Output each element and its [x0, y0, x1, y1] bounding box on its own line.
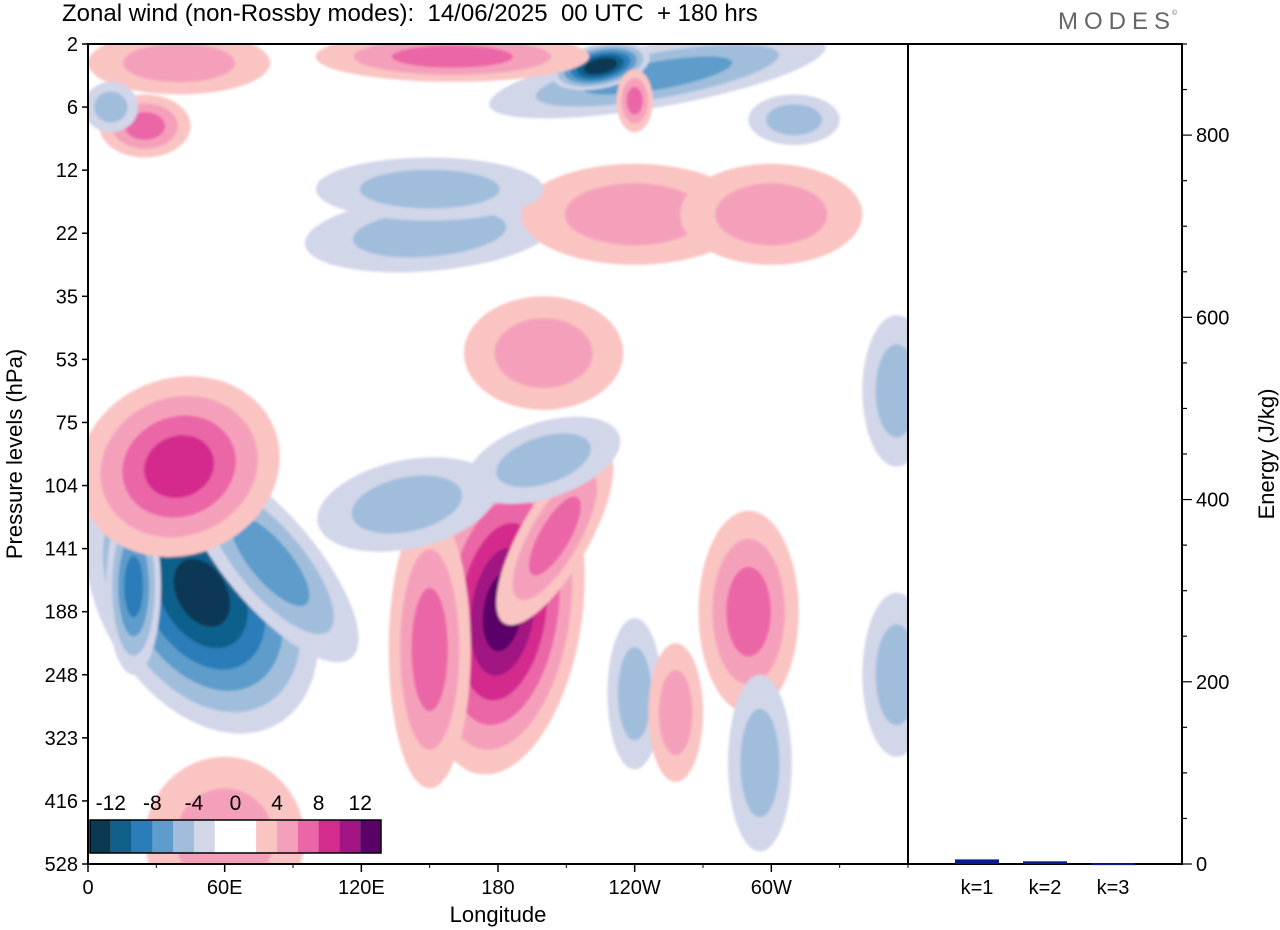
- colorbar-swatch: [318, 820, 340, 853]
- contour-blob-17-level-2: [494, 318, 593, 388]
- colorbar-label: 4: [271, 792, 283, 815]
- energy-category-label: k=1: [961, 877, 994, 899]
- y-tick-label: 6: [67, 97, 78, 119]
- colorbar: -12 -8 -4 0 4 8 12: [89, 792, 382, 854]
- x-tick-label: 120E: [338, 877, 385, 899]
- energy-category-label: k=3: [1097, 877, 1130, 899]
- contour-blob-0-level-6: [173, 558, 231, 627]
- energy-axis-title: Energy (J/kg): [1254, 389, 1279, 520]
- contour-blob-14-level-2: [658, 669, 693, 756]
- y-axis-title: Pressure levels (hPa): [2, 349, 27, 559]
- energy-bar-chart: 0 200 400 600 800 Energy (J/kg) k=1 k=2 k=3: [907, 43, 1279, 899]
- y-tick-label: 12: [56, 160, 78, 182]
- contour-blob-22-level-3: [391, 45, 514, 68]
- contour-blob-19-level-2: [715, 183, 828, 246]
- y-tick-label: 22: [56, 223, 78, 245]
- contour-blob-16-level-2: [352, 209, 507, 258]
- colorbar-swatch: [339, 820, 361, 853]
- brand-logo: MODES©: [1058, 8, 1181, 36]
- contour-blob-5-level-3: [528, 496, 581, 576]
- contour-blob-10-level-2: [875, 344, 908, 438]
- colorbar-swatch: [214, 820, 236, 853]
- y-tick-label: 188: [45, 602, 78, 624]
- energy-tick-label: 800: [1196, 125, 1229, 147]
- x-axis-title: Longitude: [450, 902, 547, 927]
- energy-tick-label: 200: [1196, 672, 1229, 694]
- contour-blob-13-level-2: [617, 647, 652, 741]
- colorbar-swatch: [297, 820, 319, 853]
- x-tick-label: 0: [82, 877, 93, 899]
- contour-blob-3-level-4: [144, 435, 215, 499]
- y-tick-label: 323: [45, 728, 78, 750]
- contour-blob-26-level-2: [94, 91, 128, 123]
- energy-bar: [955, 859, 999, 864]
- contour-blob-23-level-2: [123, 44, 236, 83]
- x-tick-label: 180: [481, 877, 514, 899]
- colorbar-label: 8: [313, 792, 325, 815]
- x-tick-label: 120W: [609, 877, 661, 899]
- contour-blob-11-level-2: [875, 624, 908, 726]
- contour-blob-2-level-4: [124, 555, 144, 618]
- colorbar-swatch: [277, 820, 298, 853]
- colorbar-frame: [89, 819, 382, 854]
- heatmap-field: [88, 44, 908, 864]
- y-tick-label: 53: [56, 349, 78, 371]
- energy-bar: [1023, 861, 1067, 864]
- energy-bar: [1091, 863, 1135, 866]
- chart-title: Zonal wind (non-Rossby modes): 14/06/202…: [62, 0, 758, 27]
- bar-frame: [907, 43, 1183, 865]
- brand-name: MODES: [1058, 8, 1177, 35]
- x-tick-label: 60W: [751, 877, 792, 899]
- colorbar-label: 0: [230, 792, 242, 815]
- colorbar-swatch: [256, 820, 278, 853]
- colorbar-swatch: [235, 820, 257, 853]
- contour-blob-12-level-2: [740, 708, 780, 818]
- colorbar-swatch: [90, 820, 111, 853]
- colorbar-swatch: [360, 820, 381, 853]
- colorbar-swatch: [152, 820, 174, 853]
- contour-blob-8-level-2: [351, 475, 463, 534]
- contour-blob-25-level-3: [626, 86, 643, 115]
- colorbar-swatch: [173, 820, 194, 853]
- contour-blob-27-level-2: [766, 104, 823, 136]
- contour-blobs: [88, 44, 908, 864]
- colorbar-label: -12: [96, 792, 126, 815]
- contour-blob-6-level-3: [411, 587, 448, 712]
- contour-blob-18-level-2: [564, 183, 705, 246]
- copyright-mark: ©: [1172, 10, 1178, 17]
- y-tick-label: 416: [45, 791, 78, 813]
- colorbar-label: -8: [143, 792, 162, 815]
- energy-category-label: k=2: [1029, 877, 1062, 899]
- energy-tick-label: 400: [1196, 490, 1229, 512]
- y-tick-label: 248: [45, 665, 78, 687]
- y-tick-label: 35: [56, 286, 78, 308]
- contour-blob-21-level-7: [590, 61, 611, 72]
- energy-tick-label: 600: [1196, 307, 1229, 329]
- y-tick-label: 141: [45, 539, 78, 561]
- colorbar-label: 12: [349, 792, 372, 815]
- y-tick-label: 2: [67, 34, 78, 56]
- contour-blob-28-level-2: [359, 169, 500, 209]
- colorbar-swatch: [110, 820, 132, 853]
- energy-tick-label: 0: [1196, 854, 1207, 876]
- colorbar-swatch: [193, 820, 215, 853]
- colorbar-label: -4: [185, 792, 204, 815]
- contour-blob-7-level-3: [726, 566, 771, 657]
- y-tick-label: 528: [45, 854, 78, 876]
- contour-blob-9-level-2: [496, 433, 591, 488]
- y-tick-label: 75: [56, 412, 78, 434]
- contour-blob-1-level-3: [230, 516, 310, 607]
- colorbar-swatch: [131, 820, 153, 853]
- x-tick-label: 60E: [207, 877, 243, 899]
- y-tick-label: 104: [45, 476, 78, 498]
